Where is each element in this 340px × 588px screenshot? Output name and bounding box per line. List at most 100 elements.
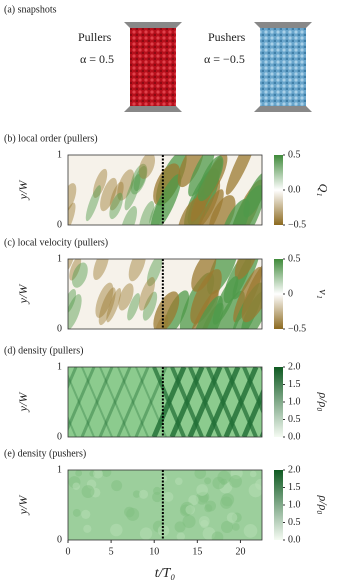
density-noise — [83, 524, 92, 533]
density-noise — [220, 520, 234, 533]
density-noise — [132, 490, 141, 498]
cap — [254, 106, 312, 112]
y-tick-label: 1 — [57, 253, 62, 264]
density-noise — [185, 504, 195, 515]
y-tick-label: 1 — [57, 361, 62, 372]
pattern-blob — [142, 291, 158, 321]
x-tick-label: 20 — [235, 546, 245, 557]
frame — [67, 469, 263, 541]
pattern-blob — [153, 163, 181, 206]
density-noise — [75, 470, 83, 477]
pattern-blob — [128, 259, 147, 282]
density-noise — [139, 527, 153, 540]
density-band — [68, 367, 96, 432]
heatmap — [68, 470, 262, 540]
y-axis-label: y/W — [16, 180, 30, 201]
panel-label: (d) density (pullers) — [4, 345, 83, 356]
pattern-blob — [191, 259, 217, 292]
colorbar-tick-label: 0.0 — [288, 431, 301, 442]
pushers-name: Pushers — [208, 30, 246, 44]
colorbar-tick-label: 0.0 — [288, 534, 301, 545]
frame — [67, 258, 263, 330]
x-tick-label: 15 — [192, 546, 202, 557]
density-noise — [160, 475, 168, 482]
density-noise — [182, 514, 196, 529]
pattern-blob — [68, 294, 82, 329]
density-noise — [194, 470, 207, 480]
colorbar — [274, 367, 283, 437]
pattern-blob — [85, 185, 101, 222]
density-band — [68, 367, 78, 390]
density-noise — [111, 480, 123, 492]
colorbar-tick-label: 1.0 — [288, 499, 301, 510]
colorbar-tick-label: 1.0 — [288, 396, 301, 407]
density-noise — [176, 532, 186, 540]
density-noise — [249, 470, 257, 478]
pattern-blob — [241, 259, 262, 323]
colorbar-tick-label: 0.5 — [288, 517, 301, 528]
density-noise — [232, 523, 240, 531]
pushers-snapshot — [260, 28, 306, 106]
pattern-blob — [154, 314, 169, 329]
frame — [67, 366, 263, 438]
pattern-blob — [133, 165, 147, 192]
panel-label: (b) local order (pullers) — [4, 133, 98, 144]
panel-label: (a) snapshots — [4, 4, 57, 15]
y-tick-label: 1 — [57, 149, 62, 160]
density-noise — [226, 512, 238, 523]
pattern-blob — [208, 195, 236, 225]
y-tick-label: 0 — [57, 534, 62, 545]
density-band — [28, 367, 58, 437]
density-band — [81, 367, 113, 437]
colorbar-tick-label: −0.5 — [288, 323, 306, 334]
colorbar-label: ρ/ρ₀ — [316, 391, 330, 411]
panel-a: (a) snapshots Pullers α = 0.5 Pushers α … — [4, 4, 312, 112]
pattern-blob — [190, 269, 222, 324]
colorbar-tick-label: −0.5 — [288, 219, 306, 230]
y-tick-label: 1 — [57, 464, 62, 475]
x-tick-label: 5 — [109, 546, 114, 557]
density-noise — [220, 496, 233, 509]
pattern-blob — [93, 259, 110, 281]
heatmap — [68, 155, 262, 225]
pattern-blob — [138, 276, 156, 311]
density-band — [99, 367, 131, 437]
colorbar — [274, 155, 283, 225]
frame — [67, 154, 263, 226]
pattern-blob — [195, 189, 224, 225]
colorbar-tick-label: 1.5 — [288, 482, 301, 493]
colorbar-tick-label: 0.5 — [288, 414, 301, 425]
density-band — [242, 367, 262, 415]
heatmap — [28, 367, 262, 437]
pattern-blob — [177, 155, 204, 188]
pullers-snapshot — [130, 28, 176, 106]
colorbar-tick-label: 0 — [288, 288, 293, 299]
density-noise — [72, 509, 81, 517]
colorbar-tick-label: 1.5 — [288, 379, 301, 390]
x-tick-label: 10 — [149, 546, 159, 557]
x-axis-label: t/T₀ — [155, 566, 176, 581]
pattern-blob — [69, 259, 82, 281]
pattern-blob — [119, 206, 138, 225]
pattern-blob — [106, 288, 122, 323]
density-noise — [229, 475, 242, 488]
pattern-blob — [188, 155, 215, 197]
density-noise — [110, 523, 123, 537]
pattern-blob — [68, 259, 76, 273]
pattern-blob — [100, 177, 117, 212]
pattern-blob — [109, 192, 123, 220]
pattern-blob — [68, 288, 77, 314]
x-tick-label: 0 — [66, 546, 71, 557]
pattern-blob — [138, 155, 155, 179]
density-noise — [81, 509, 91, 520]
density-band — [98, 367, 132, 437]
colorbar-tick-label: 2.0 — [288, 464, 301, 475]
pattern-blob — [117, 169, 135, 201]
pattern-blob — [146, 259, 163, 287]
panel-label: (e) density (pushers) — [4, 448, 86, 459]
colorbar-tick-label: 0.5 — [288, 149, 301, 160]
density-noise — [243, 524, 258, 538]
density-noise — [174, 521, 186, 533]
density-band — [68, 415, 77, 437]
